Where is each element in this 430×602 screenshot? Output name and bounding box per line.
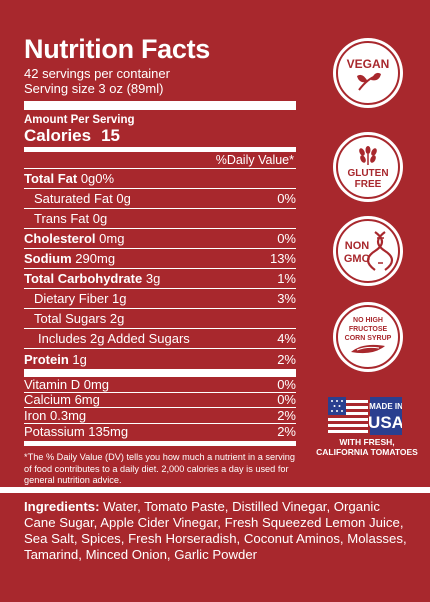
corn-icon: NO HIGH FRUCTOSE CORN SYRUP bbox=[336, 305, 400, 369]
fructose-text: FRUCTOSE bbox=[349, 326, 388, 333]
nutrient-label: Includes 2g Added Sugars bbox=[38, 331, 190, 346]
vitamin-pct: 0% bbox=[277, 392, 296, 408]
nutrient-label: Dietary Fiber bbox=[34, 291, 109, 306]
nutrient-amount: 0g bbox=[92, 211, 108, 226]
nutrient-pct: 0% bbox=[277, 191, 296, 206]
amount-per-serving: Amount Per Serving bbox=[24, 114, 135, 126]
nutrient-amount: 0mg bbox=[99, 231, 125, 246]
nutrient-amount: 3g bbox=[145, 271, 161, 286]
nutrient-row-total-fat: Total Fat 0g0% bbox=[24, 169, 296, 189]
nutrient-row-cholesterol: Cholesterol 0mg 0% bbox=[24, 229, 296, 249]
made-in-caption: WITH FRESH, CALIFORNIA TOMATOES bbox=[316, 437, 418, 457]
nutrient-label: Cholesterol bbox=[24, 231, 96, 246]
no-hfcs-badge: NO HIGH FRUCTOSE CORN SYRUP bbox=[333, 302, 403, 372]
nutrient-label: Total Sugars bbox=[34, 311, 107, 326]
section-divider bbox=[0, 487, 430, 493]
nutrition-title: Nutrition Facts bbox=[24, 34, 211, 64]
nutrient-amount: 1g bbox=[112, 291, 127, 306]
nutrient-row-total-carbohydrate: Total Carbohydrate 3g 1% bbox=[24, 269, 296, 289]
calories-value: 15 bbox=[101, 126, 121, 145]
nutrient-row-total-sugars: Total Sugars 2g bbox=[24, 309, 296, 329]
vitamin-pct: 2% bbox=[277, 423, 296, 439]
usa-text: USA bbox=[368, 413, 402, 432]
vitamin-pct: 0% bbox=[277, 376, 296, 392]
medium-rule bbox=[24, 441, 296, 446]
leaf-icon: VEGAN bbox=[336, 41, 400, 105]
nutrient-pct: 4% bbox=[277, 331, 296, 346]
medium-rule bbox=[24, 147, 296, 152]
vitamin-row: Iron 0.3mg 2% bbox=[24, 408, 296, 424]
calories-line: Calories 15 bbox=[24, 127, 296, 145]
nutrient-pct: 1% bbox=[277, 271, 296, 286]
non-text: NON bbox=[345, 240, 370, 252]
nutrient-amount: 0g bbox=[80, 171, 96, 186]
nutrient-pct-inline: 0% bbox=[95, 171, 115, 186]
daily-value-header: %Daily Value* bbox=[215, 153, 294, 167]
serving-size: Serving size 3 oz (89ml) bbox=[24, 81, 164, 96]
non-gmo-badge: NON GMO bbox=[333, 216, 403, 286]
nutrient-row-trans-fat: Trans Fat 0g bbox=[24, 209, 296, 229]
nutrient-row-saturated-fat: Saturated Fat 0g 0% bbox=[24, 189, 296, 209]
vitamin-label: Potassium 135mg bbox=[24, 423, 129, 439]
nutrient-label: Protein bbox=[24, 351, 69, 367]
caption-line-1: WITH FRESH, bbox=[339, 437, 395, 447]
us-flag-icon: MADE IN USA bbox=[328, 397, 402, 435]
nutrient-label: Total Fat bbox=[24, 171, 78, 186]
thin-rule bbox=[24, 168, 296, 169]
nutrient-pct: 3% bbox=[277, 291, 296, 306]
vitamin-label: Calcium 6mg bbox=[24, 392, 100, 408]
nutrient-amount: 2g bbox=[109, 311, 125, 326]
vitamin-row: Potassium 135mg 2% bbox=[24, 424, 296, 440]
vitamin-label: Iron 0.3mg bbox=[24, 407, 87, 423]
ingredients-label: Ingredients: bbox=[24, 499, 100, 514]
nutrient-label: Saturated Fat bbox=[34, 191, 113, 206]
nutrient-label: Sodium bbox=[24, 251, 72, 266]
servings-per-container: 42 servings per container bbox=[24, 66, 170, 81]
ingredients-list: Ingredients: Water, Tomato Paste, Distil… bbox=[24, 499, 414, 563]
thick-rule bbox=[24, 369, 296, 377]
caption-line-2: CALIFORNIA TOMATOES bbox=[316, 446, 418, 457]
vitamin-pct: 2% bbox=[277, 407, 296, 423]
calories-label: Calories bbox=[24, 126, 92, 145]
nutrient-amount: 290mg bbox=[75, 251, 116, 266]
gluten-free-badge: GLUTEN FREE bbox=[333, 132, 403, 202]
no-high-text: NO HIGH bbox=[353, 317, 383, 324]
vegan-badge: VEGAN bbox=[333, 38, 403, 108]
gmo-text: GMO bbox=[344, 253, 371, 265]
nutrient-amount: 1g bbox=[72, 351, 87, 367]
nutrient-label: Trans Fat bbox=[34, 211, 90, 226]
vitamin-label: Vitamin D 0mg bbox=[24, 376, 110, 392]
nutrient-row-protein: Protein 1g 2% bbox=[24, 349, 296, 369]
corn-syrup-text: CORN SYRUP bbox=[345, 335, 392, 342]
nutrient-pct: 0% bbox=[277, 231, 296, 246]
nutrient-pct: 13% bbox=[269, 251, 296, 266]
dna-icon: NON GMO bbox=[336, 219, 400, 283]
vitamin-row: Vitamin D 0mg 0% bbox=[24, 377, 296, 393]
nutrient-amount: 0g bbox=[116, 191, 131, 206]
nutrition-facts-panel: Nutrition Facts 42 servings per containe… bbox=[24, 34, 296, 487]
gluten-text: GLUTEN bbox=[347, 168, 388, 179]
nutrient-row-dietary-fiber: Dietary Fiber 1g 3% bbox=[24, 289, 296, 309]
wheat-icon: GLUTEN FREE bbox=[336, 135, 400, 199]
ingredients-text: Water, Tomato Paste, Distilled Vinegar, … bbox=[24, 499, 407, 562]
nutrient-row-sodium: Sodium 290mg 13% bbox=[24, 249, 296, 269]
nutrient-label: Total Carbohydrate bbox=[24, 271, 143, 286]
vegan-text: VEGAN bbox=[347, 57, 390, 71]
thick-rule bbox=[24, 101, 296, 110]
nutrient-row-added-sugars: Includes 2g Added Sugars 4% bbox=[24, 329, 296, 349]
nutrient-pct: 2% bbox=[277, 351, 296, 367]
made-in-text: MADE IN bbox=[369, 402, 402, 411]
daily-value-footnote: *The % Daily Value (DV) tells you how mu… bbox=[24, 452, 295, 485]
vitamin-row: Calcium 6mg 0% bbox=[24, 392, 296, 408]
free-text: FREE bbox=[355, 179, 382, 190]
